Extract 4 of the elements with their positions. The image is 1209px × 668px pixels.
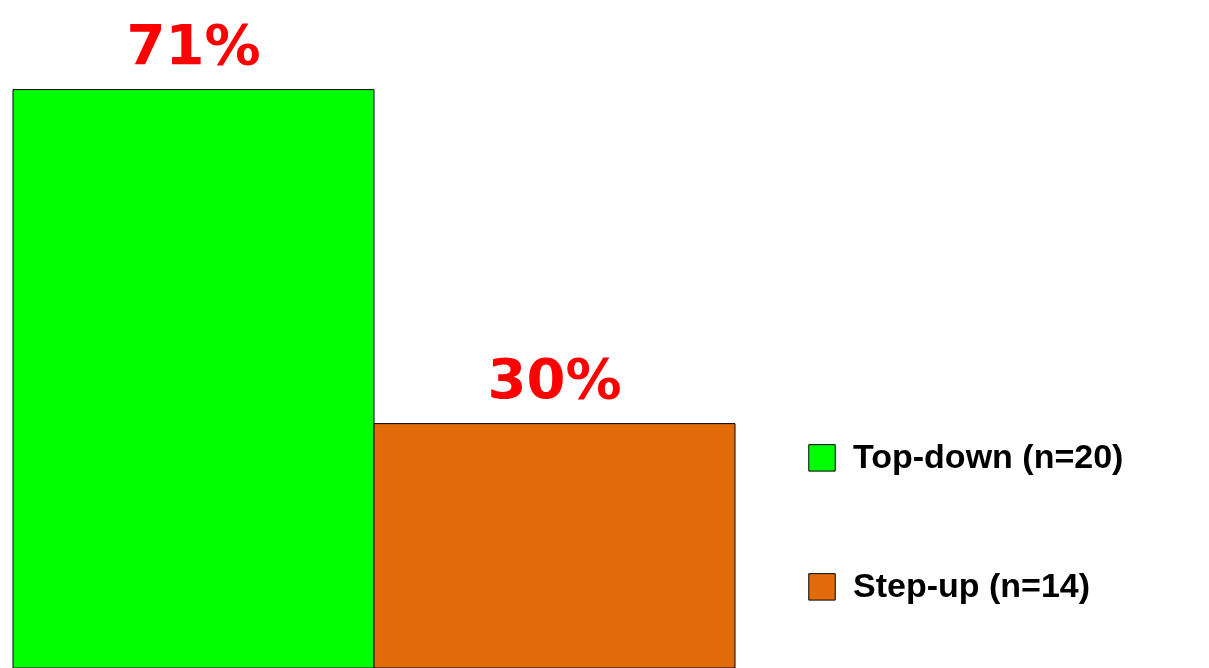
legend-label: Step-up (n=14) [853, 565, 1091, 604]
legend-label: Top-down (n=20) [853, 436, 1124, 475]
data-label: 71% [126, 11, 261, 77]
data-label: 30% [487, 345, 622, 411]
